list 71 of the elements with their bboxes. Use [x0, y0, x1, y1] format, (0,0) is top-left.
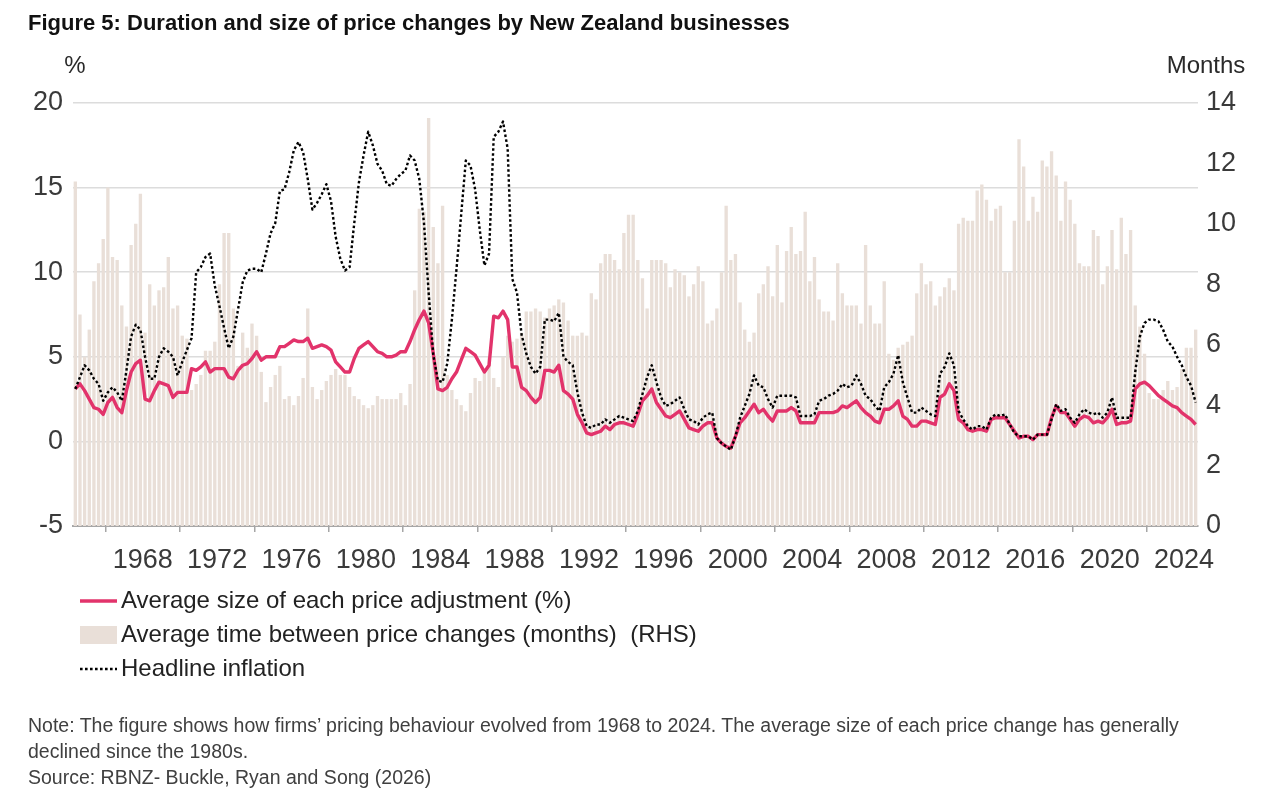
x-tick-label: 1980	[335, 543, 396, 574]
x-tick-label: 1968	[112, 543, 173, 574]
x-tick-label: 2016	[1005, 543, 1066, 574]
x-tick-label: 2004	[782, 543, 843, 574]
bar	[115, 260, 119, 526]
bar	[659, 260, 663, 526]
bar	[380, 399, 384, 526]
bar	[310, 387, 315, 526]
bar	[966, 220, 970, 526]
x-tick-label: 1972	[187, 543, 248, 574]
bar	[389, 399, 394, 526]
bar	[487, 356, 491, 526]
bar	[333, 368, 338, 526]
bar	[106, 187, 110, 526]
bar	[724, 205, 728, 526]
bar	[278, 365, 282, 526]
x-tick-label: 1996	[633, 543, 694, 574]
bar	[515, 338, 519, 526]
y-tick-label: -5	[38, 509, 63, 540]
y2-tick-label: 0	[1206, 509, 1222, 540]
y2-tick-label: 14	[1206, 86, 1237, 117]
source-note: Source: RBNZ- Buckle, Ryan and Song (2026)	[28, 765, 433, 790]
bar	[222, 232, 226, 526]
y2-tick-label: 8	[1206, 267, 1222, 298]
bar	[157, 290, 161, 526]
y-axis-title: %	[64, 50, 86, 78]
text: Note: The figure shows how firms’ pricing behaviour evolved from 1968 to 2024. The average size of each price change has generally declined since the 1980s.	[28, 713, 1180, 764]
bar	[1017, 139, 1021, 526]
bar	[185, 338, 189, 526]
bar	[343, 374, 347, 526]
x-tick-label: 2008	[856, 543, 917, 574]
x-tick-label: 1992	[558, 543, 620, 574]
y-tick-label: 10	[32, 255, 63, 286]
bar	[287, 396, 291, 526]
bar	[375, 396, 380, 526]
bar	[473, 377, 477, 526]
bar	[980, 184, 984, 526]
legend-label: Headline inflation	[121, 653, 306, 681]
bar	[268, 387, 273, 526]
y2-tick-label: 4	[1206, 388, 1222, 419]
bar	[673, 269, 677, 526]
bar	[1031, 196, 1035, 526]
x-tick-label: 1976	[261, 543, 322, 574]
bar	[357, 399, 361, 526]
bar	[580, 332, 584, 526]
x-tick-label: 2024	[1154, 543, 1215, 574]
x-tick-label: 2012	[930, 543, 991, 574]
y-tick-label: 15	[32, 171, 63, 202]
legend-label: Average size of each price adjustment (%)	[121, 585, 572, 613]
bar	[896, 347, 900, 526]
bar	[766, 266, 770, 526]
y2-axis-title: Months	[1166, 50, 1246, 78]
bar	[250, 323, 254, 526]
bar	[608, 254, 612, 526]
y-tick-label: 20	[32, 86, 63, 117]
bar	[1110, 229, 1114, 526]
x-tick-label: 2000	[707, 543, 768, 574]
y2-tick-label: 6	[1206, 328, 1222, 359]
y-tick-label: 5	[47, 340, 63, 371]
line-series	[74, 120, 1197, 452]
bar	[1082, 266, 1086, 526]
bar	[529, 311, 533, 526]
x-tick-label: 2020	[1079, 543, 1140, 574]
y2-tick-label: 10	[1206, 207, 1237, 238]
x-tick-label: 1988	[484, 543, 545, 574]
x-tick-label: 1984	[410, 543, 471, 574]
y2-tick-label: 2	[1206, 449, 1222, 480]
y2-tick-label: 12	[1206, 146, 1237, 177]
chart-title: Figure 5: Duration and size of price changes by New Zealand businesses	[27, 9, 791, 37]
y-tick-label: 0	[47, 424, 63, 455]
legend-label: Average time between price changes (months) (RHS)	[121, 619, 697, 647]
